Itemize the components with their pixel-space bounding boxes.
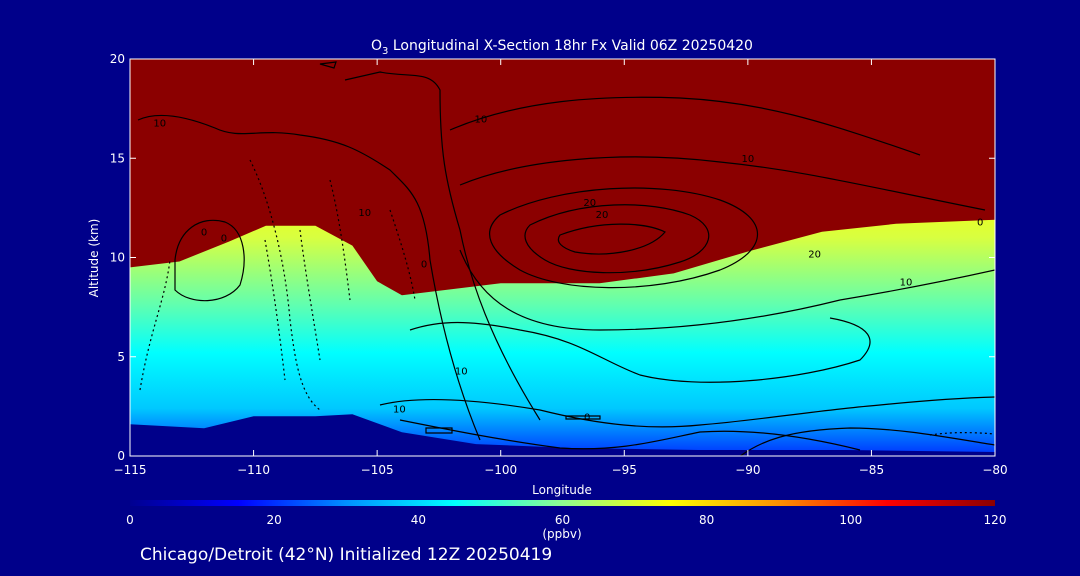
- y-tick-label: 10: [110, 251, 125, 265]
- x-tick-label: −85: [859, 463, 884, 477]
- contour-line: [379, 396, 995, 428]
- contour-line: [929, 432, 995, 436]
- contour-label: 10: [475, 115, 488, 126]
- x-tick-label: −95: [612, 463, 637, 477]
- contour-label: 0: [201, 228, 207, 239]
- contour-line: [399, 419, 861, 451]
- contour-label: 0: [221, 234, 227, 245]
- x-tick-label: −90: [735, 463, 760, 477]
- contour-line: [459, 156, 986, 211]
- contour-label: 10: [455, 367, 468, 378]
- x-tick-label: −105: [361, 463, 394, 477]
- y-axis: 0 5 10 15 20: [110, 52, 995, 463]
- contour-line: [139, 259, 171, 391]
- contour-label: 0: [584, 412, 590, 423]
- contour-label: 10: [153, 119, 166, 130]
- colorbar-unit: (ppbv): [542, 527, 581, 541]
- contour-line: [344, 71, 541, 421]
- y-tick-label: 20: [110, 52, 125, 66]
- contour-line: [449, 96, 921, 156]
- colorbar-tick-label: 120: [984, 513, 1007, 527]
- contour-line: [459, 249, 995, 331]
- contour-label: 20: [808, 250, 821, 261]
- y-tick-label: 0: [117, 449, 125, 463]
- x-axis: −115 −110 −105 −100 −95 −90 −85 −80: [114, 59, 1008, 477]
- contour-line: [319, 61, 337, 69]
- x-tick-label: −80: [982, 463, 1007, 477]
- contour-line: [329, 179, 351, 301]
- contour-line: [489, 187, 759, 289]
- contour-line: [137, 114, 481, 441]
- contour-line: [557, 223, 666, 255]
- colorbar-tick-label: 40: [411, 513, 426, 527]
- contour-label: 20: [596, 210, 609, 221]
- contour-label: 0: [977, 218, 983, 229]
- colorbar-tick-label: 100: [839, 513, 862, 527]
- contour-line: [174, 219, 245, 302]
- colorbar-tick-label: 60: [555, 513, 570, 527]
- contour-line: [299, 229, 321, 361]
- y-axis-label: Altitude (km): [87, 219, 101, 298]
- contour-lines: [137, 61, 995, 456]
- contour-line: [565, 415, 601, 420]
- contour-line: [409, 317, 871, 383]
- colorbar-tick-label: 80: [699, 513, 714, 527]
- contour-line: [425, 427, 453, 434]
- contour-line: [249, 159, 321, 411]
- x-tick-label: −115: [114, 463, 147, 477]
- contour-label: 10: [742, 154, 755, 165]
- contour-line: [524, 204, 710, 274]
- colorbar-tick-label: 0: [126, 513, 134, 527]
- contour-label: 0: [421, 259, 427, 270]
- x-tick-label: −110: [237, 463, 270, 477]
- footer-caption: Chicago/Detroit (42°N) Initialized 12Z 2…: [140, 545, 552, 565]
- chart-title: O3 Longitudinal X-Section 18hr Fx Valid …: [371, 38, 753, 57]
- contour-line: [739, 427, 995, 456]
- y-tick-label: 15: [110, 151, 125, 165]
- x-axis-label: Longitude: [532, 483, 592, 497]
- contour-label: 10: [358, 208, 371, 219]
- colorbar-tick-label: 20: [267, 513, 282, 527]
- stratospheric-ozone-region: [130, 59, 995, 296]
- contour-label: 20: [583, 198, 596, 209]
- contour-label: 10: [900, 277, 913, 288]
- contour-label: 10: [393, 404, 406, 415]
- terrain-mask: [130, 414, 995, 456]
- y-tick-label: 5: [117, 350, 125, 364]
- colorbar: [130, 500, 995, 506]
- x-tick-label: −100: [484, 463, 517, 477]
- colorbar-ticks: 0 20 40 60 80 100 120: [126, 513, 1006, 527]
